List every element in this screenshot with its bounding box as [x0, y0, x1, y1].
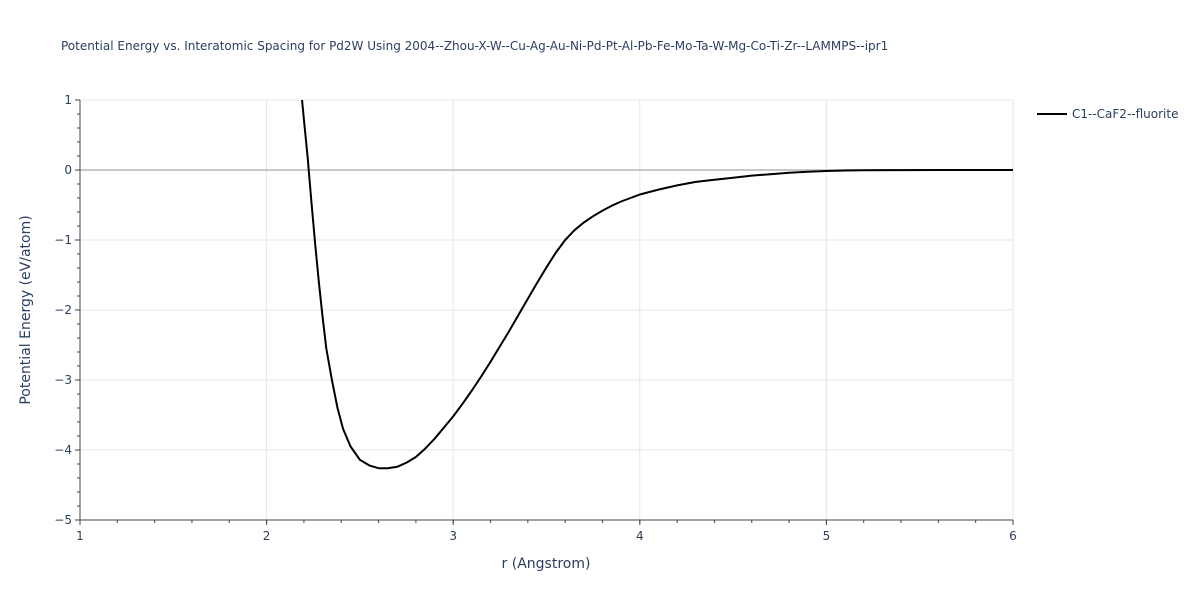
x-tick-label: 6 — [1009, 529, 1017, 543]
chart-title: Potential Energy vs. Interatomic Spacing… — [61, 39, 888, 53]
legend-label: C1--CaF2--fluorite — [1072, 107, 1178, 121]
x-axis-title: r (Angstrom) — [502, 556, 591, 572]
x-axis-ticks: 1 2 3 4 5 6 — [76, 520, 1017, 543]
y-tick-label: −4 — [54, 443, 72, 457]
y-tick-label: −1 — [54, 233, 72, 247]
y-tick-label: 0 — [64, 163, 72, 177]
x-tick-label: 1 — [76, 529, 84, 543]
series-line — [301, 100, 1013, 470]
series-layer — [301, 100, 1013, 470]
y-axis-title: Potential Energy (eV/atom) — [18, 215, 34, 404]
y-tick-label: 1 — [64, 93, 72, 107]
y-tick-label: −2 — [54, 303, 72, 317]
gridlines — [80, 99, 1014, 520]
y-axis-ticks: 1 0 −1 −2 −3 −4 −5 — [54, 93, 80, 527]
x-tick-label: 4 — [636, 529, 644, 543]
x-tick-label: 3 — [449, 529, 457, 543]
x-tick-label: 5 — [823, 529, 831, 543]
legend[interactable]: C1--CaF2--fluorite — [1037, 107, 1178, 121]
x-tick-label: 2 — [263, 529, 271, 543]
y-tick-label: −5 — [54, 513, 72, 527]
y-tick-label: −3 — [54, 373, 72, 387]
